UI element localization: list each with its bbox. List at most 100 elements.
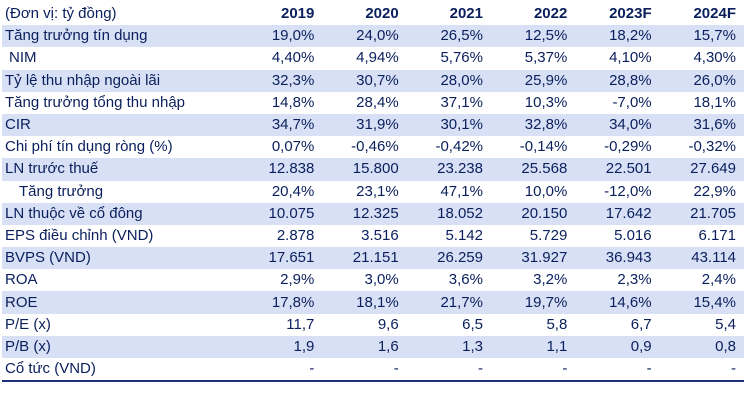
table-cell: 12,5% bbox=[491, 25, 576, 48]
row-label: LN trước thuế bbox=[2, 158, 239, 181]
table-cell: 15,7% bbox=[659, 25, 744, 48]
table-cell: 2,9% bbox=[280, 271, 315, 289]
row-label: Tăng trưởng bbox=[19, 182, 104, 200]
table-cell: 19,7% bbox=[491, 291, 576, 314]
table-cell: 6,7 bbox=[630, 315, 652, 333]
table-cell: 20,4% bbox=[271, 182, 315, 200]
table-cell: 6.171 bbox=[698, 226, 736, 244]
table-cell: 18.052 bbox=[406, 202, 491, 225]
table-cell: 3,2% bbox=[533, 271, 568, 289]
table-cell: 2.878 bbox=[276, 226, 315, 244]
table-cell: 34,7% bbox=[238, 113, 323, 137]
financial-summary: (Đơn vị: tỷ đồng) 2019 2020 2021 2022 20… bbox=[0, 3, 747, 413]
table-cell: 15,4% bbox=[659, 291, 744, 314]
table-cell: 0,9 bbox=[575, 335, 660, 358]
table-row: Tỷ lệ thu nhập ngoài lãi 32,3% 30,7% 28,… bbox=[2, 69, 744, 92]
column-header: 2019 bbox=[281, 5, 315, 23]
table-cell: 12.325 bbox=[322, 202, 407, 225]
column-header: 2023F bbox=[609, 5, 652, 23]
table-cell: 10,0% bbox=[524, 182, 568, 200]
row-label: ROE bbox=[2, 291, 239, 314]
table-cell: -0,46% bbox=[351, 138, 399, 156]
table-cell: - bbox=[491, 358, 576, 383]
table-cell: 36.943 bbox=[575, 247, 660, 270]
table-cell: 4,30% bbox=[693, 49, 736, 67]
table-cell: 6,5 bbox=[462, 315, 483, 333]
table-cell: 5.016 bbox=[614, 226, 652, 244]
table-cell: 4,94% bbox=[356, 49, 399, 67]
table-cell: 5.142 bbox=[445, 226, 483, 244]
table-cell: 9,6 bbox=[377, 315, 399, 333]
row-label: BVPS (VND) bbox=[2, 247, 239, 270]
unit-label: (Đơn vị: tỷ đồng) bbox=[5, 5, 117, 23]
column-header: 2024F bbox=[693, 5, 736, 23]
table-cell: 5,37% bbox=[524, 49, 568, 67]
row-label: Chi phí tín dụng ròng (%) bbox=[5, 138, 173, 156]
table-cell: -0,29% bbox=[604, 138, 652, 156]
table-cell: 28,8% bbox=[575, 69, 660, 92]
table-cell: 5,4 bbox=[715, 315, 736, 333]
table-row: Cổ tức (VND) - - - - - - bbox=[2, 358, 744, 383]
table-cell: 3,6% bbox=[448, 271, 483, 289]
table-cell: 19,0% bbox=[238, 25, 323, 48]
table-cell: 20.150 bbox=[491, 202, 576, 225]
table-cell: 18,1% bbox=[322, 291, 407, 314]
table-row: P/B (x) 1,9 1,6 1,3 1,1 0,9 0,8 bbox=[2, 335, 744, 358]
table-cell: 5.729 bbox=[529, 226, 568, 244]
table-cell: -0,32% bbox=[688, 138, 736, 156]
table-cell: 23,1% bbox=[356, 182, 399, 200]
row-label: P/B (x) bbox=[2, 335, 239, 358]
table-cell: 1,9 bbox=[238, 335, 323, 358]
table-cell: -0,42% bbox=[435, 138, 483, 156]
table-cell: 22.501 bbox=[575, 158, 660, 181]
table-cell: - bbox=[659, 358, 744, 383]
table-cell: 30,7% bbox=[322, 69, 407, 92]
table-row: LN trước thuế 12.838 15.800 23.238 25.56… bbox=[2, 158, 744, 181]
table-row: P/E (x) 11,7 9,6 6,5 5,8 6,7 5,4 bbox=[2, 314, 744, 336]
table-cell: 23.238 bbox=[406, 158, 491, 181]
table-cell: -12,0% bbox=[604, 182, 652, 200]
table-cell: -0,14% bbox=[519, 138, 568, 156]
table-cell: 30,1% bbox=[406, 113, 491, 137]
table-cell: 0,8 bbox=[659, 335, 744, 358]
table-cell: 15.800 bbox=[322, 158, 407, 181]
table-cell: 1,1 bbox=[491, 335, 576, 358]
table-cell: 32,3% bbox=[238, 69, 323, 92]
table-cell: 4,10% bbox=[609, 49, 652, 67]
table-cell: 12.838 bbox=[238, 158, 323, 181]
column-header: 2022 bbox=[533, 5, 568, 23]
table-cell: 18,1% bbox=[693, 93, 736, 111]
table-cell: 1,6 bbox=[322, 335, 407, 358]
table-row: Tăng trưởng 20,4% 23,1% 47,1% 10,0% -12,… bbox=[2, 181, 744, 203]
table-cell: 21,7% bbox=[406, 291, 491, 314]
table-cell: 21.705 bbox=[659, 202, 744, 225]
table-cell: 14,6% bbox=[575, 291, 660, 314]
table-cell: 25.568 bbox=[491, 158, 576, 181]
column-header: 2021 bbox=[449, 5, 483, 23]
column-header: 2020 bbox=[365, 5, 399, 23]
table-cell: 26.259 bbox=[406, 247, 491, 270]
table-row: BVPS (VND) 17.651 21.151 26.259 31.927 3… bbox=[2, 247, 744, 270]
row-label: EPS điều chỉnh (VND) bbox=[5, 226, 154, 244]
table-cell: 47,1% bbox=[440, 182, 483, 200]
table-row: ROE 17,8% 18,1% 21,7% 19,7% 14,6% 15,4% bbox=[2, 291, 744, 314]
row-label: LN thuộc về cổ đông bbox=[2, 202, 239, 225]
row-label: P/E (x) bbox=[5, 315, 51, 333]
table-cell: 1,3 bbox=[406, 335, 491, 358]
table-row: CIR 34,7% 31,9% 30,1% 32,8% 34,0% 31,6% bbox=[2, 113, 744, 137]
row-label: NIM bbox=[9, 49, 37, 67]
table-cell: 43.114 bbox=[659, 247, 744, 270]
table-cell: 25,9% bbox=[491, 69, 576, 92]
table-row: NIM 4,40% 4,94% 5,76% 5,37% 4,10% 4,30% bbox=[2, 47, 744, 69]
table-cell: - bbox=[238, 358, 323, 383]
table-row: EPS điều chỉnh (VND) 2.878 3.516 5.142 5… bbox=[2, 225, 744, 247]
table-cell: 31,9% bbox=[322, 113, 407, 137]
table-cell: 17.642 bbox=[575, 202, 660, 225]
table-cell: 26,0% bbox=[659, 69, 744, 92]
table-cell: 14,8% bbox=[271, 93, 315, 111]
table-cell: 3,0% bbox=[364, 271, 399, 289]
table-row: ROA 2,9% 3,0% 3,6% 3,2% 2,3% 2,4% bbox=[2, 269, 744, 291]
table-cell: 11,7 bbox=[286, 315, 315, 333]
forecast-table: (Đơn vị: tỷ đồng) 2019 2020 2021 2022 20… bbox=[2, 3, 744, 383]
table-cell: 10,3% bbox=[524, 93, 568, 111]
